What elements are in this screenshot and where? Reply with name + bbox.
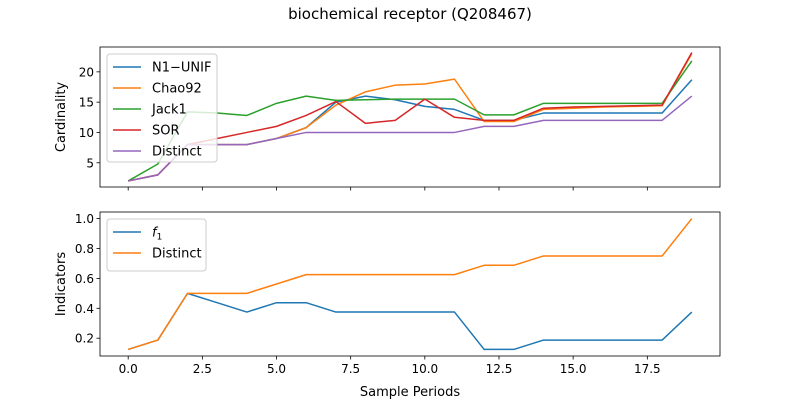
legend-label-main: f <box>152 226 159 241</box>
series-line-1 <box>127 292 693 351</box>
legend-label: Jack1 <box>151 103 187 118</box>
y-axis-label: Cardinality <box>54 82 69 153</box>
series-line-3 <box>127 60 693 182</box>
legend-label: Distinct <box>152 247 202 262</box>
chart-panel-1: Cardinality 5 10 15 20 N1−UNIF Chao92 Jack1 SOR D… <box>54 46 721 191</box>
axes-frame <box>99 211 721 357</box>
x-tick-label: 15.0 <box>560 362 587 376</box>
legend-label: N1−UNIF <box>152 61 211 76</box>
x-tick-label: 10.0 <box>411 362 438 376</box>
y-tick-label: 0.6 <box>75 272 94 286</box>
x-axis-label: Sample Periods <box>360 385 460 400</box>
legend: N1−UNIF Chao92 Jack1 SOR Distinct <box>106 53 218 163</box>
y-axis-label: Indicators <box>54 252 69 316</box>
axes-frame <box>99 46 721 188</box>
y-tick-label: 0.8 <box>75 242 94 256</box>
series-line-4 <box>128 52 693 182</box>
x-tick-label: 0.0 <box>119 362 138 376</box>
legend-box <box>106 53 218 163</box>
chart-panels: Cardinality 5 10 15 20 N1−UNIF Chao92 Jack1 SOR D… <box>54 46 721 376</box>
figure-title: biochemical receptor (Q208467) <box>288 5 532 23</box>
legend-label: f1 <box>152 226 162 243</box>
legend-label: Distinct <box>152 145 202 160</box>
y-tick-label: 20 <box>79 65 94 79</box>
y-tick-label: 0.2 <box>75 332 94 346</box>
y-tick-label: 10 <box>79 126 94 140</box>
legend: f1 Distinct <box>106 218 207 272</box>
y-tick-label: 0.4 <box>75 302 94 316</box>
y-tick-label: 5 <box>86 156 94 170</box>
legend-label: SOR <box>152 124 180 139</box>
x-tick-label: 17.5 <box>634 362 661 376</box>
chart-panel-2: Indicators 0.0 2.5 5.0 7.5 10.0 12.5 15.0 17.5 0.… <box>54 211 721 376</box>
y-tick-label: 15 <box>79 96 94 110</box>
series-line-5 <box>128 95 693 182</box>
legend-label-subscript: 1 <box>157 233 163 243</box>
x-tick-label: 2.5 <box>193 362 212 376</box>
series-line-2 <box>127 218 693 351</box>
x-tick-label: 7.5 <box>341 362 360 376</box>
y-tick-label: 1.0 <box>75 212 94 226</box>
legend-label: Chao92 <box>152 82 202 97</box>
x-tick-label: 5.0 <box>267 362 286 376</box>
x-tick-label: 12.5 <box>486 362 513 376</box>
